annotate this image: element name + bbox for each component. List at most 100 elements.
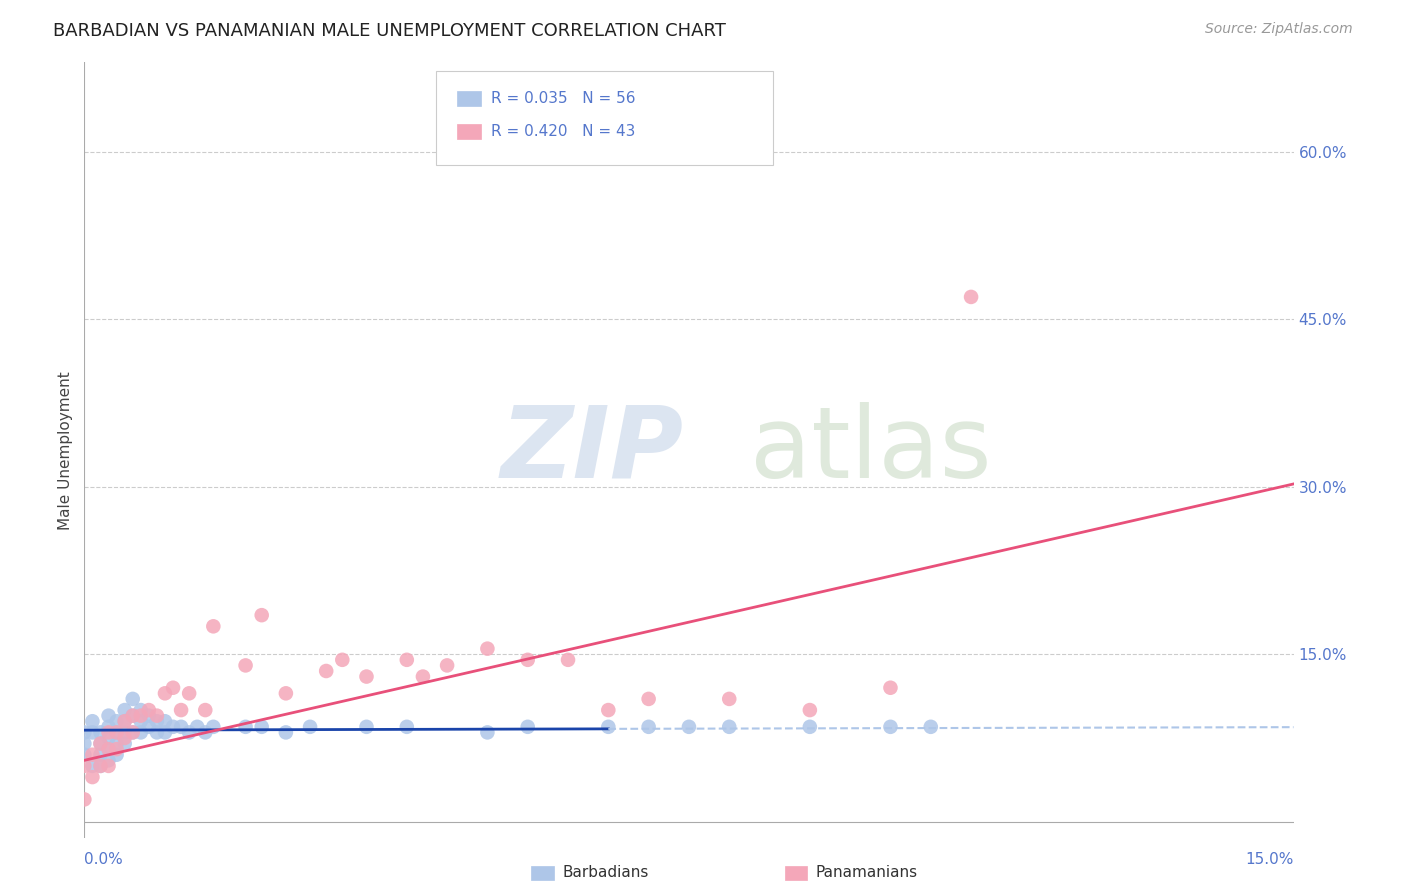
Point <box>114 714 136 729</box>
Text: 0.0%: 0.0% <box>84 852 124 867</box>
Point <box>879 720 901 734</box>
Text: atlas: atlas <box>749 402 991 499</box>
Point <box>799 703 821 717</box>
Point <box>121 708 143 723</box>
Point <box>146 725 169 739</box>
Point <box>516 653 538 667</box>
Point <box>162 681 184 695</box>
Point <box>718 720 741 734</box>
Text: Panamanians: Panamanians <box>815 865 918 880</box>
Point <box>194 725 217 739</box>
Point <box>477 725 499 739</box>
Point <box>89 759 111 773</box>
Point <box>920 720 942 734</box>
Point <box>516 720 538 734</box>
Point <box>105 725 128 739</box>
Point <box>637 692 659 706</box>
Text: ZIP: ZIP <box>501 402 683 499</box>
Point <box>799 720 821 734</box>
Point <box>121 725 143 739</box>
Point <box>89 747 111 762</box>
Point <box>129 703 152 717</box>
Point <box>105 737 128 751</box>
Point <box>194 703 217 717</box>
Point <box>138 703 160 717</box>
Point <box>114 703 136 717</box>
Text: R = 0.035   N = 56: R = 0.035 N = 56 <box>491 91 636 105</box>
Point <box>274 725 297 739</box>
Point <box>97 731 120 745</box>
Point <box>89 759 111 773</box>
Point <box>718 692 741 706</box>
Point <box>179 725 201 739</box>
Point <box>477 641 499 656</box>
Point <box>105 714 128 729</box>
Point <box>73 759 96 773</box>
Point <box>153 686 176 700</box>
Point <box>598 720 620 734</box>
Point <box>153 725 176 739</box>
Point <box>82 725 104 739</box>
Point <box>105 742 128 756</box>
Point <box>202 619 225 633</box>
Point <box>235 720 257 734</box>
Point <box>121 708 143 723</box>
Point <box>121 692 143 706</box>
Text: BARBADIAN VS PANAMANIAN MALE UNEMPLOYMENT CORRELATION CHART: BARBADIAN VS PANAMANIAN MALE UNEMPLOYMEN… <box>53 22 727 40</box>
Point <box>598 703 620 717</box>
Point <box>179 686 201 700</box>
Point <box>153 714 176 729</box>
Point <box>356 720 378 734</box>
Point <box>412 669 434 683</box>
Point <box>114 737 136 751</box>
Point <box>186 720 208 734</box>
Point <box>82 770 104 784</box>
Point <box>114 731 136 745</box>
Point <box>97 753 120 767</box>
Point <box>97 742 120 756</box>
Point <box>330 653 353 667</box>
Point <box>138 708 160 723</box>
Point <box>557 653 579 667</box>
Point <box>146 714 169 729</box>
Point <box>82 714 104 729</box>
Point <box>202 720 225 734</box>
Text: R = 0.420   N = 43: R = 0.420 N = 43 <box>491 124 636 138</box>
Point <box>356 669 378 683</box>
Point <box>170 703 193 717</box>
Point <box>138 720 160 734</box>
Point <box>678 720 700 734</box>
Point <box>879 681 901 695</box>
Point <box>97 720 120 734</box>
Point <box>960 290 983 304</box>
Text: Source: ZipAtlas.com: Source: ZipAtlas.com <box>1205 22 1353 37</box>
Point <box>73 725 96 739</box>
Point <box>97 708 120 723</box>
Point <box>129 714 152 729</box>
Point <box>395 653 418 667</box>
Point <box>82 759 104 773</box>
Point <box>395 720 418 734</box>
Point <box>299 720 322 734</box>
Point <box>89 725 111 739</box>
Point <box>170 720 193 734</box>
Point <box>73 737 96 751</box>
Point <box>436 658 458 673</box>
Point <box>250 720 273 734</box>
Point <box>129 725 152 739</box>
Y-axis label: Male Unemployment: Male Unemployment <box>58 371 73 530</box>
Point <box>146 708 169 723</box>
Point <box>97 742 120 756</box>
Point <box>73 747 96 762</box>
Point <box>97 725 120 739</box>
Point <box>105 725 128 739</box>
Point <box>73 792 96 806</box>
Point <box>121 725 143 739</box>
Text: Barbadians: Barbadians <box>562 865 648 880</box>
Text: 15.0%: 15.0% <box>1246 852 1294 867</box>
Point <box>129 708 152 723</box>
Point <box>89 737 111 751</box>
Point <box>114 725 136 739</box>
Point <box>97 759 120 773</box>
Point <box>82 747 104 762</box>
